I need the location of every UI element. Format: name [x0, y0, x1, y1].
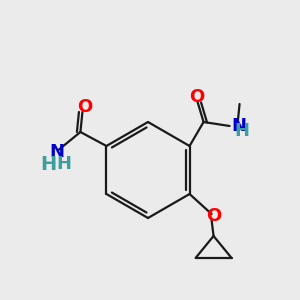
Text: N: N	[232, 117, 247, 135]
Text: O: O	[189, 88, 204, 106]
Text: O: O	[77, 98, 92, 116]
Text: H: H	[234, 122, 249, 140]
Text: N: N	[49, 143, 64, 161]
Text: H: H	[40, 154, 57, 173]
Text: H: H	[56, 155, 71, 173]
Text: O: O	[206, 207, 221, 225]
